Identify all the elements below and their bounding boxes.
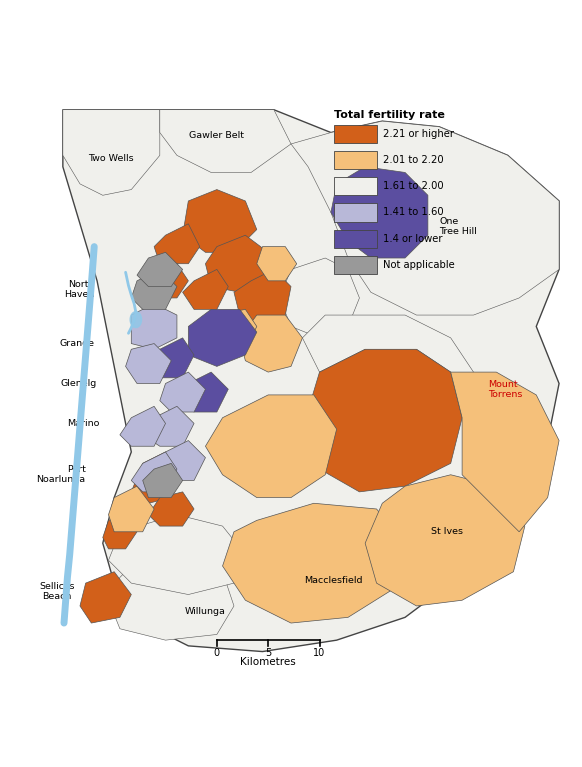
Polygon shape [120, 407, 165, 446]
Polygon shape [143, 407, 194, 446]
Text: Sellicks
Beach: Sellicks Beach [40, 582, 75, 601]
Text: Marino: Marino [68, 419, 100, 428]
Polygon shape [103, 515, 137, 549]
Polygon shape [160, 372, 205, 412]
Bar [333, 177, 377, 196]
Polygon shape [80, 571, 132, 623]
Polygon shape [132, 269, 177, 309]
Text: Kilometres: Kilometres [240, 657, 296, 667]
Text: Mount
Torrens: Mount Torrens [488, 380, 522, 399]
Text: St Ives: St Ives [431, 527, 463, 536]
Text: One
Tree Hill: One Tree Hill [439, 217, 477, 236]
Polygon shape [108, 486, 154, 532]
Polygon shape [291, 121, 559, 315]
Text: Macclesfield: Macclesfield [304, 576, 363, 584]
Polygon shape [177, 372, 228, 412]
Text: 5: 5 [265, 648, 271, 658]
Polygon shape [365, 475, 525, 606]
Bar [333, 203, 377, 222]
Polygon shape [108, 515, 246, 594]
Text: North
Haven: North Haven [64, 280, 94, 299]
Text: 10: 10 [313, 648, 326, 658]
Polygon shape [154, 440, 205, 480]
Polygon shape [132, 452, 177, 492]
Text: 0: 0 [214, 648, 220, 658]
Polygon shape [189, 309, 257, 367]
Polygon shape [126, 344, 171, 384]
Text: Gawler Belt: Gawler Belt [189, 131, 244, 140]
Bar [333, 229, 377, 248]
Polygon shape [450, 372, 559, 532]
Polygon shape [160, 110, 291, 173]
Text: Two Wells: Two Wells [88, 153, 134, 163]
Polygon shape [63, 110, 559, 652]
Polygon shape [154, 224, 200, 264]
Text: Grange: Grange [59, 339, 94, 348]
Polygon shape [137, 252, 183, 287]
Bar [333, 151, 377, 169]
Text: 2.01 to 2.20: 2.01 to 2.20 [384, 155, 444, 165]
Bar [333, 124, 377, 143]
Polygon shape [148, 492, 194, 526]
Polygon shape [183, 189, 257, 252]
Text: Glenelg: Glenelg [61, 379, 97, 388]
Text: 1.4 or lower: 1.4 or lower [384, 234, 443, 244]
Polygon shape [143, 264, 189, 298]
Polygon shape [240, 315, 303, 372]
Polygon shape [303, 349, 462, 492]
Polygon shape [279, 258, 360, 338]
Polygon shape [183, 269, 228, 309]
Text: Total fertility rate: Total fertility rate [333, 110, 445, 120]
Polygon shape [132, 304, 177, 349]
Polygon shape [222, 503, 405, 623]
Bar [333, 255, 377, 274]
Polygon shape [205, 235, 268, 292]
Text: Willunga: Willunga [185, 607, 226, 616]
Polygon shape [108, 555, 234, 640]
Polygon shape [303, 315, 474, 418]
Text: Not applicable: Not applicable [384, 260, 455, 270]
Polygon shape [200, 309, 257, 355]
Polygon shape [331, 166, 428, 258]
Text: 1.61 to 2.00: 1.61 to 2.00 [384, 181, 444, 191]
Text: 2.21 or higher: 2.21 or higher [384, 129, 455, 139]
Polygon shape [130, 311, 141, 328]
Polygon shape [143, 463, 183, 498]
Polygon shape [148, 338, 194, 378]
Text: Port
Noarlunga: Port Noarlunga [37, 465, 86, 485]
Polygon shape [205, 395, 336, 498]
Text: 1.41 to 1.60: 1.41 to 1.60 [384, 207, 444, 217]
Polygon shape [63, 110, 160, 196]
Polygon shape [257, 247, 297, 281]
Polygon shape [132, 452, 183, 503]
Polygon shape [234, 269, 291, 327]
